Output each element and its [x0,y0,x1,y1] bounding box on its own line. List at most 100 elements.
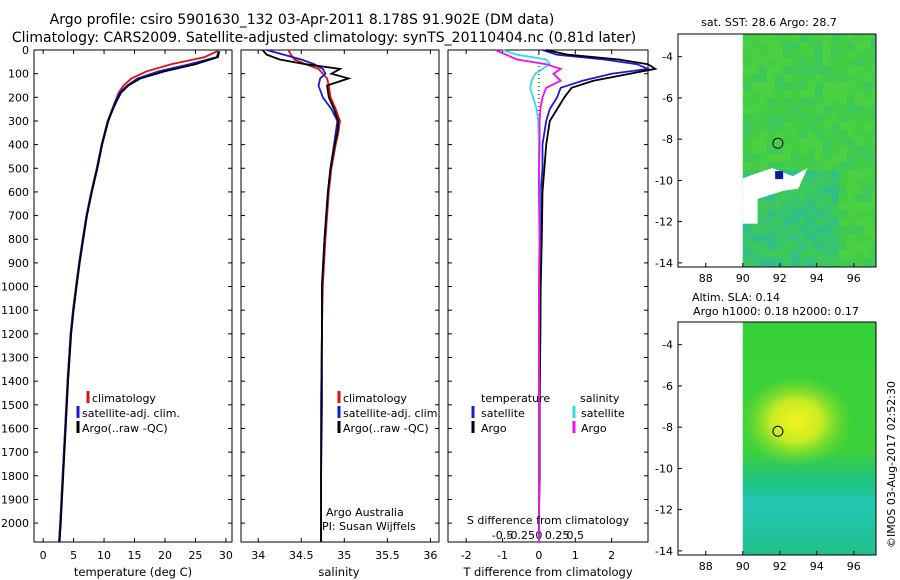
x-tick-label: 25 [188,549,202,562]
sst-cell [862,194,872,203]
sst-cell [862,90,872,99]
sst-cell [798,162,808,171]
sst-cell [742,130,752,139]
sst-cell [854,90,864,99]
sst-cell [814,42,824,51]
sst-cell [830,74,840,83]
sst-cell [774,42,784,51]
sst-cell [758,130,768,139]
map-y-tick-label: -6 [662,380,673,393]
legend-title-salinity: salinity [580,392,620,405]
sst-cell [766,154,776,163]
sst-cell [862,154,872,163]
sst-cell [814,74,824,83]
sst-cell [758,194,768,203]
sst-cell [806,122,816,131]
sst-cell [838,250,848,259]
x-tick-label: 35.5 [375,549,400,562]
sst-cell [798,202,808,211]
sst-cell [822,154,832,163]
sst-cell [814,138,824,147]
legend-label-temp-satellite: satellite [481,407,525,420]
sst-cell [790,154,800,163]
sst-cell [854,170,864,179]
sst-cell [854,66,864,75]
sst-cell [774,146,784,155]
sst-cell [870,106,876,115]
sst-cell [750,98,760,107]
sst-cell [862,74,872,83]
series-line-temperature-satellite [538,49,652,542]
sst-cell [830,146,840,155]
sst-cell [814,34,824,43]
map-x-tick-label: 94 [810,272,824,285]
sst-cell [790,202,800,211]
sst-cell [830,162,840,171]
sst-cell [742,234,752,243]
top-tick-label: 0.25 [545,529,570,542]
sla-map-title-line-1: Altim. SLA: 0.14 [692,291,780,304]
sst-cell [798,186,808,195]
legend-label-argo: Argo(..raw -QC) [343,422,429,435]
sst-cell [854,258,864,267]
sst-cell [758,234,768,243]
sst-cell [846,154,856,163]
map-y-tick-label: -10 [655,174,673,187]
sst-cell [758,202,768,211]
sst-cell [822,138,832,147]
sst-cell [774,234,784,243]
sst-cell [774,242,784,251]
sst-cell [806,162,816,171]
top-tick-label: -0.25 [506,529,534,542]
sst-cell [782,186,792,195]
y-tick-label: 500 [8,162,29,175]
map-x-tick-label: 96 [847,560,861,573]
series-line-satellite-adj-clim- [266,49,339,542]
sst-cell [822,210,832,219]
sst-cell [766,226,776,235]
sst-cell [742,162,752,171]
sst-cell [806,250,816,259]
sst-cell [758,210,768,219]
y-tick-label: 1300 [1,352,29,365]
sst-cell [742,122,752,131]
sst-cell [854,106,864,115]
sst-cell [750,250,760,259]
sst-cell [822,186,832,195]
map-x-tick-label: 90 [736,272,750,285]
sst-cell [862,226,872,235]
sst-cell [806,202,816,211]
series-line-salinity-satellite [502,49,552,542]
y-tick-label: 1200 [1,328,29,341]
sst-cell [806,154,816,163]
sst-cell [782,146,792,155]
sst-cell [854,74,864,83]
sst-cell [862,146,872,155]
x-tick-label: -1 [497,549,508,562]
sst-cell [774,114,784,123]
legend-label-sal-satellite: satellite [581,407,625,420]
sst-cell [862,170,872,179]
sst-cell [862,98,872,107]
sst-cell [790,170,800,179]
sst-cell [766,162,776,171]
sst-cell [870,42,876,51]
sst-cell [854,194,864,203]
sst-cell [774,154,784,163]
top-tick-label: 0.5 [567,529,585,542]
sst-cell [742,66,752,75]
sst-cell [830,242,840,251]
sst-cell [830,98,840,107]
sst-cell [806,186,816,195]
sst-cell [822,234,832,243]
sst-cell [846,138,856,147]
sst-cell [798,90,808,99]
sst-cell [758,250,768,259]
sst-cell [758,218,768,227]
sst-cell [790,186,800,195]
sst-cell [742,258,752,267]
sst-cell [774,194,784,203]
sst-cell [798,34,808,43]
sst-cell [782,114,792,123]
sst-cell [838,258,848,267]
